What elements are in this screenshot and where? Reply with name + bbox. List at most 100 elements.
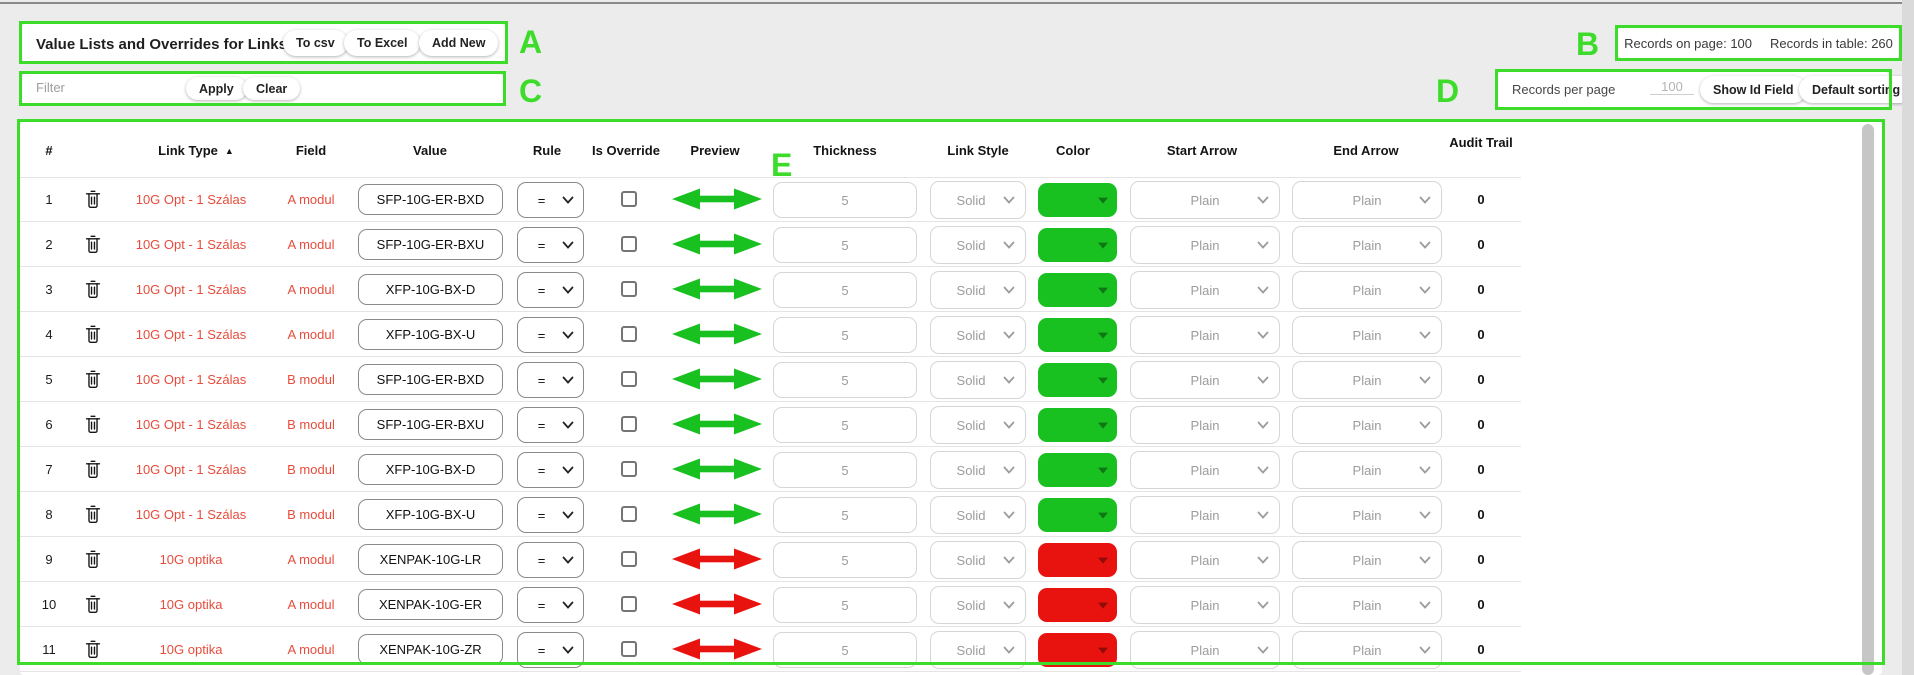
value-button[interactable]: XFP-10G-BX-U [358, 319, 503, 350]
override-checkbox[interactable] [621, 191, 637, 207]
link-style-select[interactable]: Solid [930, 181, 1026, 219]
start-arrow-select[interactable]: Plain [1130, 316, 1280, 354]
thickness-input[interactable]: 5 [773, 182, 917, 218]
start-arrow-select[interactable]: Plain [1130, 451, 1280, 489]
to-excel-button[interactable]: To Excel [344, 30, 421, 56]
color-swatch[interactable] [1038, 408, 1117, 442]
thickness-input[interactable]: 5 [773, 542, 917, 578]
override-checkbox[interactable] [621, 461, 637, 477]
color-swatch[interactable] [1038, 318, 1117, 352]
rule-select[interactable]: = [517, 272, 584, 308]
color-swatch[interactable] [1038, 543, 1117, 577]
start-arrow-select[interactable]: Plain [1130, 496, 1280, 534]
table-scrollbar[interactable] [1862, 124, 1874, 675]
end-arrow-select[interactable]: Plain [1292, 181, 1442, 219]
end-arrow-select[interactable]: Plain [1292, 406, 1442, 444]
delete-button[interactable] [82, 548, 104, 570]
link-style-select[interactable]: Solid [930, 406, 1026, 444]
delete-button[interactable] [82, 458, 104, 480]
filter-input[interactable] [36, 80, 166, 95]
rule-select[interactable]: = [517, 452, 584, 488]
start-arrow-select[interactable]: Plain [1130, 361, 1280, 399]
delete-button[interactable] [82, 368, 104, 390]
end-arrow-select[interactable]: Plain [1292, 496, 1442, 534]
override-checkbox[interactable] [621, 551, 637, 567]
value-button[interactable]: SFP-10G-ER-BXD [358, 184, 503, 215]
thickness-input[interactable]: 5 [773, 452, 917, 488]
end-arrow-select[interactable]: Plain [1292, 541, 1442, 579]
value-button[interactable]: XFP-10G-BX-D [358, 274, 503, 305]
color-swatch[interactable] [1038, 633, 1117, 667]
end-arrow-select[interactable]: Plain [1292, 631, 1442, 669]
rule-select[interactable]: = [517, 407, 584, 443]
show-id-field-button[interactable]: Show Id Field [1700, 76, 1807, 103]
delete-button[interactable] [82, 503, 104, 525]
add-new-button[interactable]: Add New [419, 30, 499, 56]
start-arrow-select[interactable]: Plain [1130, 406, 1280, 444]
override-checkbox[interactable] [621, 281, 637, 297]
start-arrow-select[interactable]: Plain [1130, 226, 1280, 264]
thickness-input[interactable]: 5 [773, 632, 917, 668]
value-button[interactable]: XFP-10G-BX-D [358, 454, 503, 485]
to-csv-button[interactable]: To csv [283, 30, 348, 56]
override-checkbox[interactable] [621, 506, 637, 522]
clear-button[interactable]: Clear [243, 77, 301, 100]
override-checkbox[interactable] [621, 596, 637, 612]
link-style-select[interactable]: Solid [930, 271, 1026, 309]
start-arrow-select[interactable]: Plain [1130, 631, 1280, 669]
thickness-input[interactable]: 5 [773, 227, 917, 263]
end-arrow-select[interactable]: Plain [1292, 316, 1442, 354]
color-swatch[interactable] [1038, 588, 1117, 622]
value-button[interactable]: XENPAK-10G-ZR [358, 634, 503, 665]
value-button[interactable]: SFP-10G-ER-BXD [358, 364, 503, 395]
start-arrow-select[interactable]: Plain [1130, 541, 1280, 579]
end-arrow-select[interactable]: Plain [1292, 361, 1442, 399]
thickness-input[interactable]: 5 [773, 407, 917, 443]
start-arrow-select[interactable]: Plain [1130, 181, 1280, 219]
color-swatch[interactable] [1038, 453, 1117, 487]
records-per-page-input[interactable] [1650, 79, 1694, 95]
color-swatch[interactable] [1038, 363, 1117, 397]
override-checkbox[interactable] [621, 236, 637, 252]
end-arrow-select[interactable]: Plain [1292, 226, 1442, 264]
browser-scrollbar[interactable] [1902, 0, 1914, 675]
thickness-input[interactable]: 5 [773, 362, 917, 398]
override-checkbox[interactable] [621, 371, 637, 387]
end-arrow-select[interactable]: Plain [1292, 271, 1442, 309]
start-arrow-select[interactable]: Plain [1130, 271, 1280, 309]
link-style-select[interactable]: Solid [930, 226, 1026, 264]
override-checkbox[interactable] [621, 326, 637, 342]
rule-select[interactable]: = [517, 227, 584, 263]
color-swatch[interactable] [1038, 273, 1117, 307]
delete-button[interactable] [82, 593, 104, 615]
link-style-select[interactable]: Solid [930, 361, 1026, 399]
override-checkbox[interactable] [621, 416, 637, 432]
link-style-select[interactable]: Solid [930, 631, 1026, 669]
column-header-link-type[interactable]: Link Type ▲ [158, 143, 234, 158]
rule-select[interactable]: = [517, 317, 584, 353]
rule-select[interactable]: = [517, 587, 584, 623]
delete-button[interactable] [82, 638, 104, 660]
thickness-input[interactable]: 5 [773, 317, 917, 353]
end-arrow-select[interactable]: Plain [1292, 451, 1442, 489]
value-button[interactable]: SFP-10G-ER-BXU [358, 409, 503, 440]
rule-select[interactable]: = [517, 497, 584, 533]
link-style-select[interactable]: Solid [930, 316, 1026, 354]
apply-button[interactable]: Apply [186, 77, 247, 100]
link-style-select[interactable]: Solid [930, 586, 1026, 624]
color-swatch[interactable] [1038, 498, 1117, 532]
value-button[interactable]: XENPAK-10G-ER [358, 589, 503, 620]
value-button[interactable]: SFP-10G-ER-BXU [358, 229, 503, 260]
thickness-input[interactable]: 5 [773, 587, 917, 623]
delete-button[interactable] [82, 323, 104, 345]
value-button[interactable]: XFP-10G-BX-U [358, 499, 503, 530]
end-arrow-select[interactable]: Plain [1292, 586, 1442, 624]
delete-button[interactable] [82, 188, 104, 210]
link-style-select[interactable]: Solid [930, 496, 1026, 534]
rule-select[interactable]: = [517, 362, 584, 398]
link-style-select[interactable]: Solid [930, 541, 1026, 579]
delete-button[interactable] [82, 278, 104, 300]
link-style-select[interactable]: Solid [930, 451, 1026, 489]
color-swatch[interactable] [1038, 183, 1117, 217]
rule-select[interactable]: = [517, 182, 584, 218]
